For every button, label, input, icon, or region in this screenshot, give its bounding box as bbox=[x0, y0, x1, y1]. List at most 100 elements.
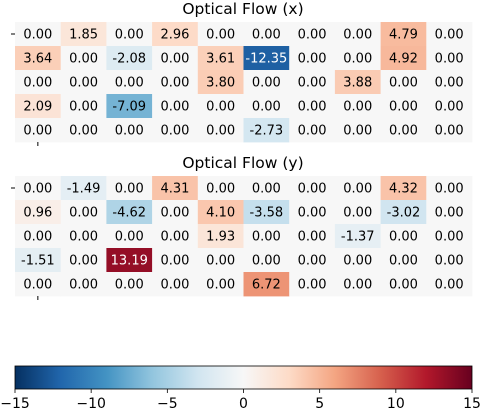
heatmap-cell-label: 4.92 bbox=[389, 52, 418, 67]
heatmap-cell bbox=[106, 70, 153, 95]
heatmap-cell bbox=[289, 224, 336, 249]
heatmap-cell-label: 4.10 bbox=[206, 206, 235, 221]
heatmap-cell bbox=[380, 200, 427, 225]
heatmap-cell-label: 4.31 bbox=[160, 182, 189, 197]
heatmap-cell-label: 0.00 bbox=[389, 278, 418, 293]
colorbar-tick-label: 5 bbox=[315, 396, 324, 412]
heatmap-cell bbox=[15, 46, 62, 71]
heatmap-cell bbox=[60, 248, 107, 273]
heatmap-cell bbox=[380, 70, 427, 95]
heatmap-cell bbox=[243, 46, 290, 71]
heatmap-cell-label: 0.00 bbox=[206, 124, 235, 139]
heatmap-cell-label: 0.00 bbox=[252, 28, 281, 43]
heatmap-cell-label: 0.00 bbox=[69, 230, 98, 245]
colorbar-tick-label: 15 bbox=[463, 396, 481, 412]
heatmap-cell-label: 1.93 bbox=[206, 230, 235, 245]
heatmap-cell bbox=[152, 118, 199, 143]
heatmap-cell-label: 0.00 bbox=[298, 230, 327, 245]
heatmap-cell bbox=[60, 224, 107, 249]
heatmap-optical-flow-y: Optical Flow (y) 0.00 -1.49 0.00 4.31 0.00 0.… bbox=[11, 154, 473, 300]
heatmap-cell bbox=[289, 176, 336, 201]
heatmap-cell-label: 0.00 bbox=[298, 124, 327, 139]
heatmap-cell-label: 0.00 bbox=[435, 230, 464, 245]
heatmap-cell-label: 0.00 bbox=[435, 76, 464, 91]
heatmap-cell-label: 0.00 bbox=[389, 254, 418, 269]
heatmap-cell-label: 0.00 bbox=[298, 254, 327, 269]
heatmap-cell bbox=[106, 46, 153, 71]
heatmap-cell-label: -3.02 bbox=[387, 206, 421, 221]
heatmap-cell bbox=[289, 70, 336, 95]
heatmap-cell bbox=[380, 272, 427, 297]
heatmap-cell-label: 0.00 bbox=[343, 28, 372, 43]
heatmap-cells-y: 0.00 -1.49 0.00 4.31 0.00 0.00 0.00 0.00 4.32 0.0… bbox=[11, 176, 473, 300]
heatmap-cell bbox=[106, 248, 153, 273]
heatmap-cell-label: 0.00 bbox=[23, 28, 52, 43]
heatmap-cell bbox=[106, 22, 153, 47]
heatmap-cell-label: 0.00 bbox=[343, 278, 372, 293]
heatmap-cell-label: 0.00 bbox=[23, 278, 52, 293]
heatmap-cell bbox=[334, 224, 381, 249]
heatmap-cell bbox=[243, 224, 290, 249]
heatmap-cell bbox=[152, 70, 199, 95]
heatmap-cell bbox=[380, 248, 427, 273]
heatmap-cell bbox=[15, 70, 62, 95]
heatmap-cell bbox=[426, 200, 473, 225]
heatmap-cell bbox=[197, 94, 244, 119]
heatmap-cell-label: 0.00 bbox=[69, 52, 98, 67]
heatmap-cell bbox=[426, 94, 473, 119]
heatmap-cell bbox=[380, 46, 427, 71]
heatmap-cell bbox=[152, 272, 199, 297]
heatmap-cell-label: 0.00 bbox=[343, 254, 372, 269]
heatmap-cell bbox=[152, 46, 199, 71]
heatmap-cell-label: 4.79 bbox=[389, 28, 418, 43]
heatmap-cell-label: 0.00 bbox=[343, 100, 372, 115]
heatmap-cell bbox=[15, 118, 62, 143]
heatmap-cell-label: 0.00 bbox=[389, 230, 418, 245]
heatmap-cell-label: 2.96 bbox=[160, 28, 189, 43]
heatmap-cell-label: 2.09 bbox=[23, 100, 52, 115]
heatmap-cell bbox=[15, 248, 62, 273]
heatmap-cell-label: -2.73 bbox=[250, 124, 284, 139]
heatmap-cell bbox=[15, 224, 62, 249]
heatmap-cell bbox=[152, 22, 199, 47]
heatmap-cell-label: 3.80 bbox=[206, 76, 235, 91]
heatmap-cell-label: 0.00 bbox=[435, 100, 464, 115]
heatmap-cell bbox=[197, 22, 244, 47]
heatmap-cell-label: 3.88 bbox=[343, 76, 372, 91]
heatmap-cell bbox=[334, 70, 381, 95]
heatmap-cell-label: 0.00 bbox=[115, 182, 144, 197]
heatmap-cell-label: 0.00 bbox=[115, 76, 144, 91]
chart-title-x: Optical Flow (x) bbox=[182, 0, 303, 18]
heatmap-cell-label: 0.00 bbox=[160, 100, 189, 115]
heatmap-cell-label: 0.00 bbox=[115, 124, 144, 139]
heatmap-cell bbox=[243, 176, 290, 201]
colorbar-tick-label: −10 bbox=[76, 396, 106, 412]
heatmap-cell bbox=[15, 200, 62, 225]
heatmap-cell-label: 0.00 bbox=[206, 254, 235, 269]
heatmap-cell-label: 0.00 bbox=[252, 182, 281, 197]
heatmap-cell bbox=[243, 248, 290, 273]
heatmap-cell bbox=[426, 46, 473, 71]
heatmap-cell bbox=[197, 200, 244, 225]
heatmap-cell bbox=[334, 22, 381, 47]
heatmap-cell-label: 0.00 bbox=[69, 254, 98, 269]
heatmap-cell-label: 0.00 bbox=[160, 206, 189, 221]
heatmap-cell bbox=[106, 272, 153, 297]
heatmap-cell-label: 0.00 bbox=[298, 76, 327, 91]
heatmap-cell-label: 0.96 bbox=[23, 206, 52, 221]
heatmap-cell-label: 0.00 bbox=[206, 100, 235, 115]
heatmap-cell-label: 0.00 bbox=[252, 76, 281, 91]
heatmap-cell-label: 0.00 bbox=[115, 28, 144, 43]
heatmap-cell bbox=[60, 22, 107, 47]
heatmap-cell bbox=[60, 272, 107, 297]
heatmap-cell-label: 0.00 bbox=[298, 28, 327, 43]
heatmap-cell bbox=[426, 22, 473, 47]
heatmap-cell-label: 0.00 bbox=[23, 230, 52, 245]
colorbar-tick-label: 0 bbox=[239, 396, 248, 412]
heatmap-cell-label: 0.00 bbox=[298, 52, 327, 67]
heatmap-cell-label: 0.00 bbox=[115, 230, 144, 245]
heatmap-cell bbox=[197, 248, 244, 273]
heatmap-optical-flow-x: Optical Flow (x) 0.00 1.85 0.00 2.96 0.00 0.0… bbox=[11, 0, 473, 146]
heatmap-cell bbox=[334, 176, 381, 201]
heatmap-cell bbox=[152, 224, 199, 249]
